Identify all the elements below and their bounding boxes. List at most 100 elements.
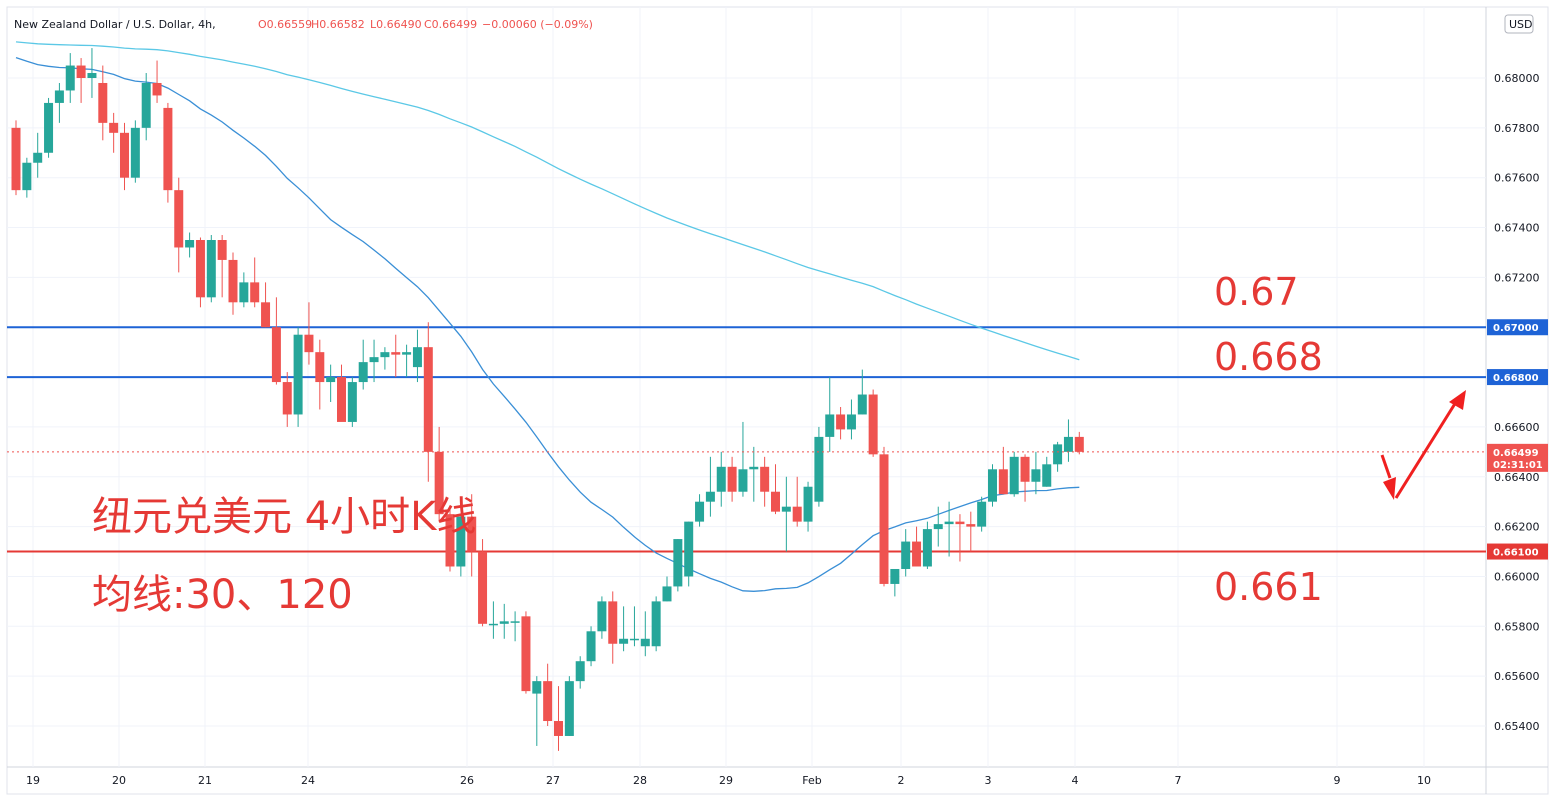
candle-body <box>814 436 824 502</box>
price-tick-label: 0.68000 <box>1494 72 1540 85</box>
candle <box>1031 451 1041 495</box>
candle-body <box>901 541 911 569</box>
candle <box>456 514 466 577</box>
arrow-up <box>1394 401 1458 499</box>
symbol-title: New Zealand Dollar / U.S. Dollar, 4h, <box>14 18 216 31</box>
candle <box>141 73 151 141</box>
candle <box>781 476 791 552</box>
price-tick-label: 0.66400 <box>1494 471 1540 484</box>
level-label-0661: 0.66100 <box>1487 543 1548 560</box>
candle-body <box>380 352 390 358</box>
time-tick-label: 3 <box>985 774 992 787</box>
high-value: H0.66582 <box>311 18 365 31</box>
candle-body <box>412 347 422 368</box>
candle-body <box>629 638 639 641</box>
candle <box>261 282 271 328</box>
candle-body <box>944 521 954 525</box>
candle-body <box>1031 469 1041 482</box>
candle-body <box>825 414 835 437</box>
candle <box>54 82 64 123</box>
svg-text:0.66800: 0.66800 <box>1493 373 1539 384</box>
candle <box>358 339 368 390</box>
candle-body <box>781 506 791 512</box>
candle <box>966 511 976 552</box>
candle-body <box>695 501 705 522</box>
candle <box>402 344 412 378</box>
candle <box>543 663 553 726</box>
candle-body <box>271 327 281 383</box>
candle-body <box>966 524 976 527</box>
candle-body <box>803 486 813 522</box>
candle-body <box>564 681 574 736</box>
candle <box>727 456 737 502</box>
candle <box>608 591 618 664</box>
candle <box>521 611 531 694</box>
candle-body <box>846 414 856 430</box>
candle <box>206 235 216 303</box>
close-value: C0.66499 <box>424 18 477 31</box>
candle-body <box>1020 456 1030 482</box>
candle-body <box>33 152 43 163</box>
candle-body <box>922 529 932 567</box>
candle-body <box>1009 456 1019 495</box>
candle-body <box>933 524 943 530</box>
time-tick-label: 9 <box>1334 774 1341 787</box>
candle <box>640 611 650 657</box>
candle-body <box>705 491 715 502</box>
candle-body <box>76 65 86 78</box>
candle <box>933 506 943 547</box>
candle-body <box>912 541 922 567</box>
candle-body <box>510 621 520 623</box>
candle-body <box>543 681 553 722</box>
time-axis[interactable]: 19 20 21 24 26 27 28 29 Feb 2 3 4 7 9 10 <box>26 774 1431 787</box>
candle <box>673 539 683 592</box>
candle <box>347 377 357 427</box>
candle-body <box>955 521 965 525</box>
candle-body <box>130 127 140 178</box>
candle-body <box>488 623 498 626</box>
candle <box>1063 419 1073 462</box>
candle <box>152 60 162 103</box>
candle <box>814 426 824 507</box>
candle <box>282 372 292 427</box>
candle-body <box>369 357 379 363</box>
candle <box>293 327 303 427</box>
candle <box>163 102 173 203</box>
time-tick-label: 7 <box>1175 774 1182 787</box>
candle <box>44 97 54 158</box>
low-value: L0.66490 <box>370 18 422 31</box>
candle <box>239 272 249 308</box>
candle-body <box>554 721 563 736</box>
currency-badge[interactable] <box>1504 14 1534 34</box>
candle <box>771 464 780 515</box>
candle-body <box>478 551 488 624</box>
ma120-line <box>15 41 1080 361</box>
candle-body <box>651 601 661 647</box>
candles <box>11 48 1084 751</box>
candle-body <box>109 122 119 133</box>
candle <box>488 601 498 639</box>
candle <box>912 526 922 567</box>
candle-body <box>239 282 249 303</box>
candle <box>944 501 954 557</box>
candle-body <box>98 82 108 123</box>
candle <box>890 568 900 597</box>
candle <box>705 456 715 517</box>
candle <box>271 297 281 385</box>
price-axis[interactable]: 0.68000 0.67800 0.67600 0.67400 0.67200 0.670… <box>1494 72 1540 733</box>
candle <box>684 521 694 587</box>
svg-text:02:31:01: 02:31:01 <box>1493 460 1543 471</box>
candle-body <box>152 82 162 96</box>
candle-body <box>250 282 260 303</box>
candle <box>380 347 390 370</box>
arrow-up-head <box>1449 390 1466 410</box>
candle <box>185 232 195 258</box>
candle-body <box>1053 444 1063 465</box>
candle <box>955 514 965 562</box>
annotation-067: 0.67 <box>1214 270 1299 314</box>
arrow-down <box>1380 454 1392 479</box>
candle <box>738 421 748 497</box>
candle-body <box>662 586 672 602</box>
candle-body <box>434 451 444 515</box>
